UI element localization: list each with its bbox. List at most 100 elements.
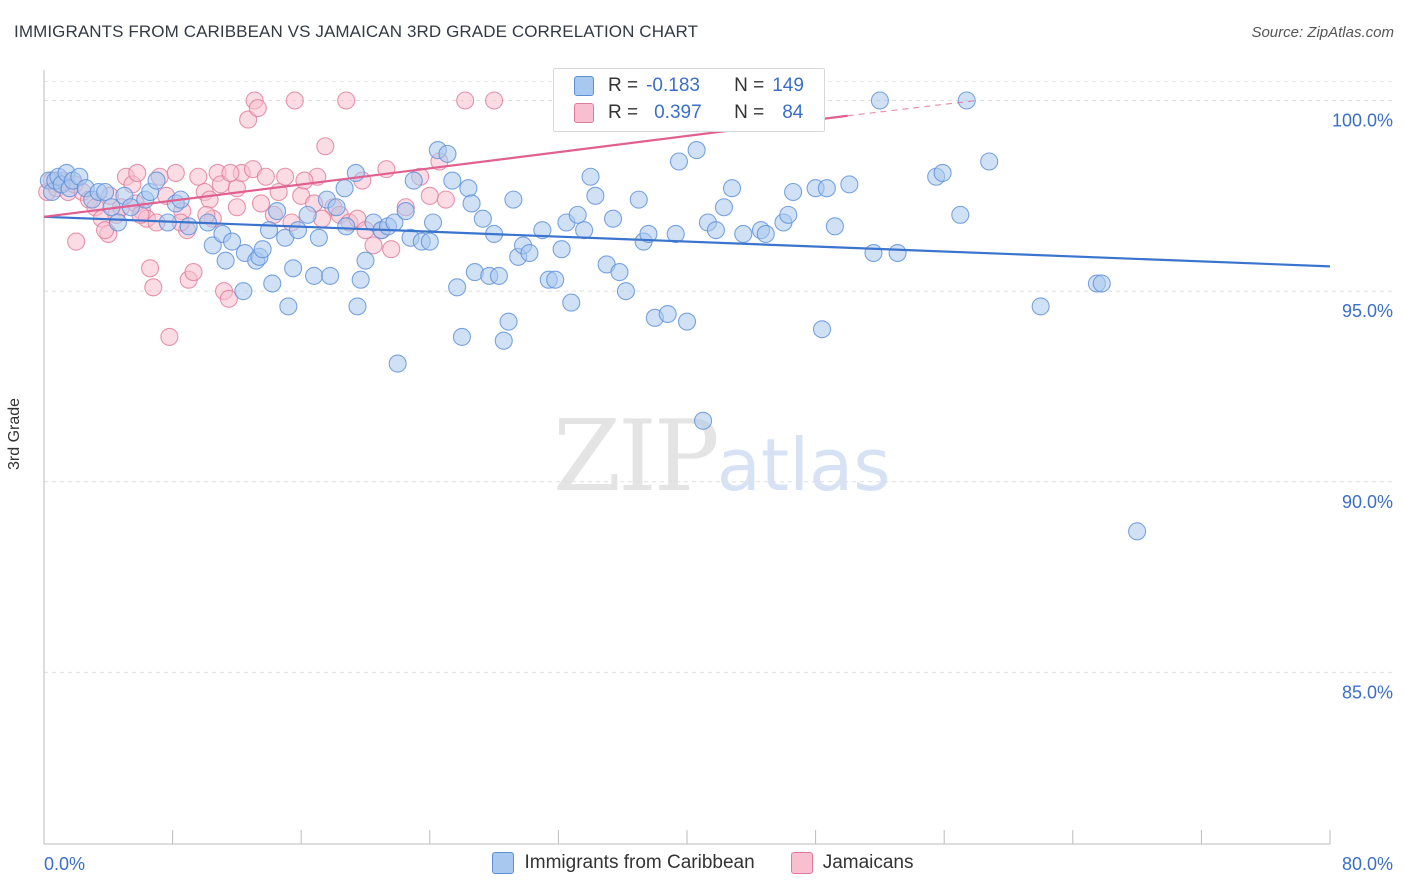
data-points [38,91,1147,541]
data-point [284,259,303,278]
data-point [436,190,455,209]
data-point [552,240,571,259]
data-point [248,99,267,118]
data-point [337,217,356,236]
data-point [784,182,803,202]
data-point [706,221,725,240]
data-point [581,167,600,186]
legend-swatch-caribbean [574,76,594,96]
data-point [957,91,976,110]
legend-n-value: 149 [772,75,804,96]
data-point [423,213,443,232]
data-point [1031,297,1050,316]
legend-row-jamaicans: R = 0.397 N = 84 [574,101,803,125]
legend-row-caribbean: R = -0.183 N = 149 [574,74,804,98]
source-label: Source: ZipAtlas.com [1251,24,1394,41]
data-point [840,175,859,194]
data-point [253,240,272,259]
trend-line-extension [847,99,977,117]
data-point [462,194,481,213]
data-point [951,205,970,224]
data-point [610,263,629,282]
data-point [309,228,328,247]
data-point [128,163,147,182]
data-point [533,221,552,240]
data-point [295,171,314,190]
data-point [420,232,439,251]
y-tick-label: 95.0% [1342,301,1393,321]
data-point [184,263,203,282]
data-point [677,312,697,331]
data-point [734,224,753,244]
legend-r-label: R = [608,102,639,123]
data-point [694,411,713,430]
legend-label-jamaicans: Jamaicans [822,852,914,873]
data-point [456,91,475,110]
data-point [980,152,999,171]
data-point [268,202,287,221]
data-point [305,266,324,285]
data-point [221,163,240,182]
data-point [473,209,492,228]
legend-n-value: 84 [782,102,804,123]
legend-item-caribbean[interactable]: Immigrants from Caribbean [492,852,755,874]
data-point [459,179,478,198]
tick-labels: 85.0% 90.0% 95.0% 100.0% 0.0% 80.0% [44,111,1393,874]
data-point [586,186,605,205]
data-point [263,274,282,293]
data-point [276,167,295,186]
legend-r-value: -0.183 [646,75,700,96]
data-point [256,167,275,186]
data-point [499,312,518,331]
data-point [489,266,508,285]
data-point [223,232,242,251]
x-tick-label: 80.0% [1342,854,1393,874]
legend-n-label: N = [734,102,765,123]
data-point [388,354,407,373]
data-point [504,190,523,209]
data-point [639,224,658,244]
data-point [888,243,907,263]
data-point [420,186,439,205]
data-point [714,198,734,217]
data-point [335,179,354,198]
data-point [166,163,185,182]
data-point [494,331,513,350]
data-point [452,327,472,346]
data-point [779,205,798,224]
data-point [147,171,166,190]
data-point [604,209,623,228]
data-point [568,205,587,224]
watermark-atlas: atlas [716,423,891,507]
data-point [825,217,844,236]
data-point [382,240,401,259]
data-point [327,198,346,217]
data-point [279,297,298,316]
data-point [870,91,889,110]
data-point [141,259,160,278]
data-point [666,224,685,244]
trend-lines [43,99,1331,268]
correlation-legend: R = -0.183 N = 149 R = 0.397 N = 84 [553,68,825,132]
legend-label-caribbean: Immigrants from Caribbean [524,852,755,873]
legend-item-jamaicans[interactable]: Jamaicans [790,852,914,874]
trend-line [43,215,1331,268]
data-point [321,266,340,285]
legend-r-value: 0.397 [654,102,702,123]
data-point [687,141,706,160]
data-point [756,224,775,244]
data-point [227,198,246,217]
data-point [348,297,367,316]
y-tick-label: 85.0% [1342,682,1393,702]
data-point [144,278,163,297]
data-point [179,217,198,236]
data-point [1092,274,1111,293]
data-point [575,221,594,240]
data-point [812,320,832,339]
data-point [189,167,208,186]
data-point [629,190,648,209]
watermark: ZIPatlas [553,400,891,514]
data-point [817,179,836,198]
data-point [864,243,883,263]
data-point [443,171,462,190]
